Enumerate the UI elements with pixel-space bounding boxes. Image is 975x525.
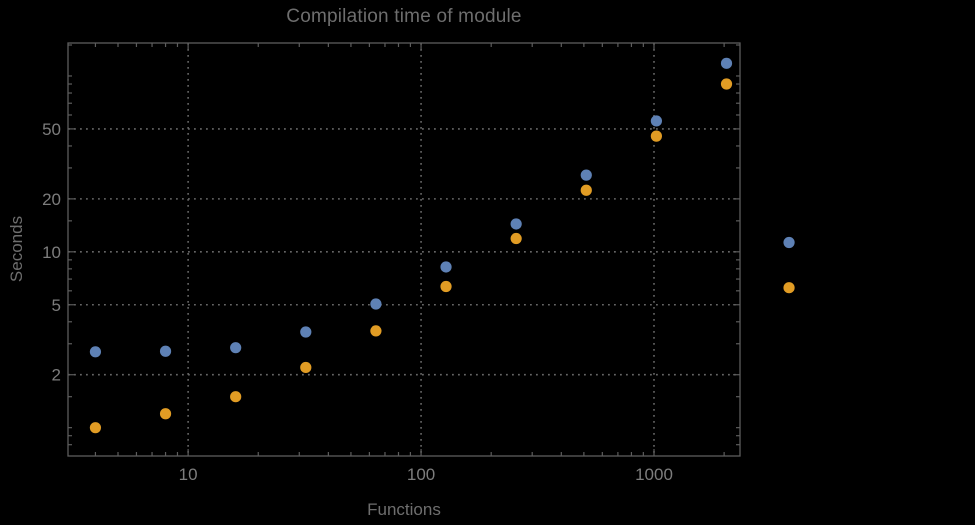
x-tick-label: 1000 <box>635 465 673 484</box>
data-point-series-2 <box>650 130 662 142</box>
data-point-series-1 <box>650 115 662 127</box>
y-tick-label: 50 <box>42 120 61 139</box>
data-point-series-2 <box>580 184 592 196</box>
data-point-series-1 <box>89 346 102 358</box>
legend-marker-series-2 <box>783 282 795 294</box>
data-point-series-2 <box>510 232 522 245</box>
data-point-series-1 <box>159 345 172 357</box>
data-point-series-1 <box>580 169 592 181</box>
data-point-series-2 <box>440 280 452 293</box>
data-point-series-1 <box>440 261 452 273</box>
data-point-series-1 <box>300 326 312 338</box>
x-tick-label: 10 <box>179 465 198 484</box>
data-point-series-2 <box>230 391 242 403</box>
data-point-series-2 <box>370 325 382 337</box>
data-point-series-2 <box>300 361 312 374</box>
data-point-series-1 <box>370 298 382 310</box>
y-tick-label: 5 <box>52 296 61 315</box>
y-axis-label: Seconds <box>7 215 26 283</box>
data-point-series-1 <box>720 57 733 69</box>
plot-frame <box>67 42 741 457</box>
y-tick-label: 20 <box>42 190 61 209</box>
chart-title: Compilation time of module <box>286 6 522 27</box>
y-tick-label: 10 <box>42 243 61 262</box>
legend-marker-series-1 <box>783 236 795 249</box>
data-point-series-1 <box>230 342 242 354</box>
x-axis-label: Functions <box>367 500 441 519</box>
y-tick-label: 2 <box>52 366 61 385</box>
data-point-series-2 <box>159 408 172 420</box>
data-point-series-2 <box>720 78 733 90</box>
data-point-series-2 <box>89 422 102 434</box>
x-tick-label: 100 <box>407 465 435 484</box>
data-point-series-1 <box>510 218 522 230</box>
